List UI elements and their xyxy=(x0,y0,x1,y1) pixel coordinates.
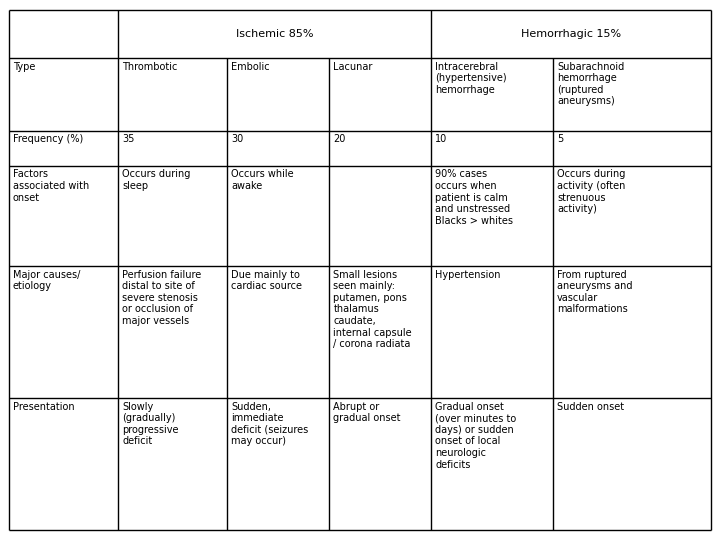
Text: From ruptured
aneurysms and
vascular
malformations: From ruptured aneurysms and vascular mal… xyxy=(557,269,632,314)
Text: Ischemic 85%: Ischemic 85% xyxy=(235,29,313,39)
Text: 20: 20 xyxy=(333,134,346,144)
Text: Type: Type xyxy=(13,62,35,72)
Text: Due mainly to
cardiac source: Due mainly to cardiac source xyxy=(231,269,302,291)
Text: Factors
associated with
onset: Factors associated with onset xyxy=(13,170,89,202)
Text: Occurs during
activity (often
strenuous
activity): Occurs during activity (often strenuous … xyxy=(557,170,626,214)
Text: Hypertension: Hypertension xyxy=(435,269,500,280)
Text: Presentation: Presentation xyxy=(13,402,75,411)
Text: Abrupt or
gradual onset: Abrupt or gradual onset xyxy=(333,402,401,423)
Text: Slowly
(gradually)
progressive
deficit: Slowly (gradually) progressive deficit xyxy=(122,402,179,447)
Text: Occurs during
sleep: Occurs during sleep xyxy=(122,170,191,191)
Text: Lacunar: Lacunar xyxy=(333,62,373,72)
Text: Small lesions
seen mainly:
putamen, pons
thalamus
caudate,
internal capsule
/ co: Small lesions seen mainly: putamen, pons… xyxy=(333,269,412,349)
Text: 30: 30 xyxy=(231,134,243,144)
Text: Occurs while
awake: Occurs while awake xyxy=(231,170,294,191)
Text: Subarachnoid
hemorrhage
(ruptured
aneurysms): Subarachnoid hemorrhage (ruptured aneury… xyxy=(557,62,624,106)
Text: 90% cases
occurs when
patient is calm
and unstressed
Blacks > whites: 90% cases occurs when patient is calm an… xyxy=(435,170,513,226)
Text: 35: 35 xyxy=(122,134,135,144)
Text: 5: 5 xyxy=(557,134,563,144)
Text: Sudden,
immediate
deficit (seizures
may occur): Sudden, immediate deficit (seizures may … xyxy=(231,402,309,447)
Text: Sudden onset: Sudden onset xyxy=(557,402,624,411)
Text: Major causes/
etiology: Major causes/ etiology xyxy=(13,269,81,291)
Text: Intracerebral
(hypertensive)
hemorrhage: Intracerebral (hypertensive) hemorrhage xyxy=(435,62,507,95)
Text: Hemorrhagic 15%: Hemorrhagic 15% xyxy=(521,29,621,39)
Text: Frequency (%): Frequency (%) xyxy=(13,134,84,144)
Text: Perfusion failure
distal to site of
severe stenosis
or occlusion of
major vessel: Perfusion failure distal to site of seve… xyxy=(122,269,202,326)
Text: Gradual onset
(over minutes to
days) or sudden
onset of local
neurologic
deficit: Gradual onset (over minutes to days) or … xyxy=(435,402,516,469)
Text: Thrombotic: Thrombotic xyxy=(122,62,178,72)
Text: 10: 10 xyxy=(435,134,447,144)
Text: Embolic: Embolic xyxy=(231,62,270,72)
